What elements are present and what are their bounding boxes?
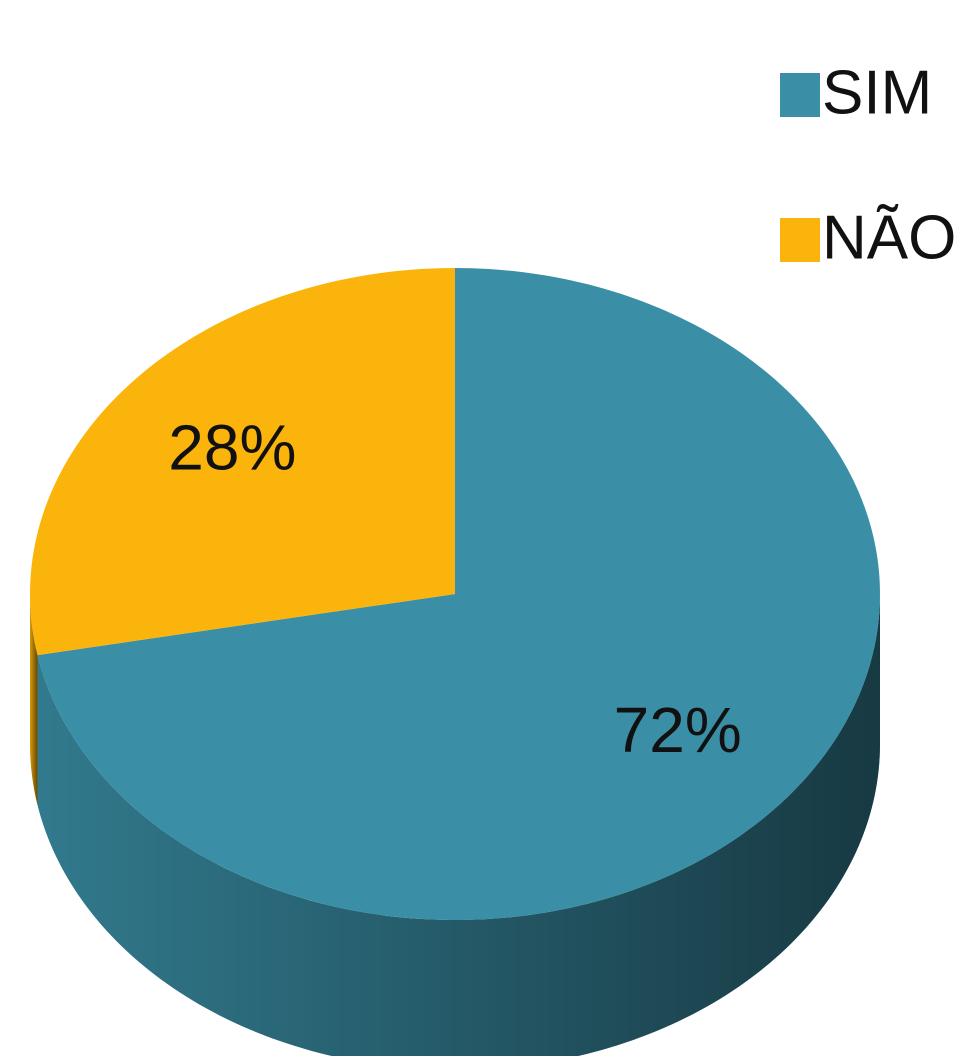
slice-side-shade: [30, 594, 38, 806]
legend-label: NÃO: [822, 203, 956, 272]
slice-side-shade: [37, 594, 880, 1056]
legend-swatch: [780, 218, 820, 262]
data-label: 28%: [168, 412, 296, 484]
slice: [37, 268, 880, 920]
slice: [30, 268, 456, 656]
legend-swatch: [780, 73, 820, 117]
legend-label: SIM: [822, 58, 932, 127]
data-label: 72%: [614, 694, 742, 766]
